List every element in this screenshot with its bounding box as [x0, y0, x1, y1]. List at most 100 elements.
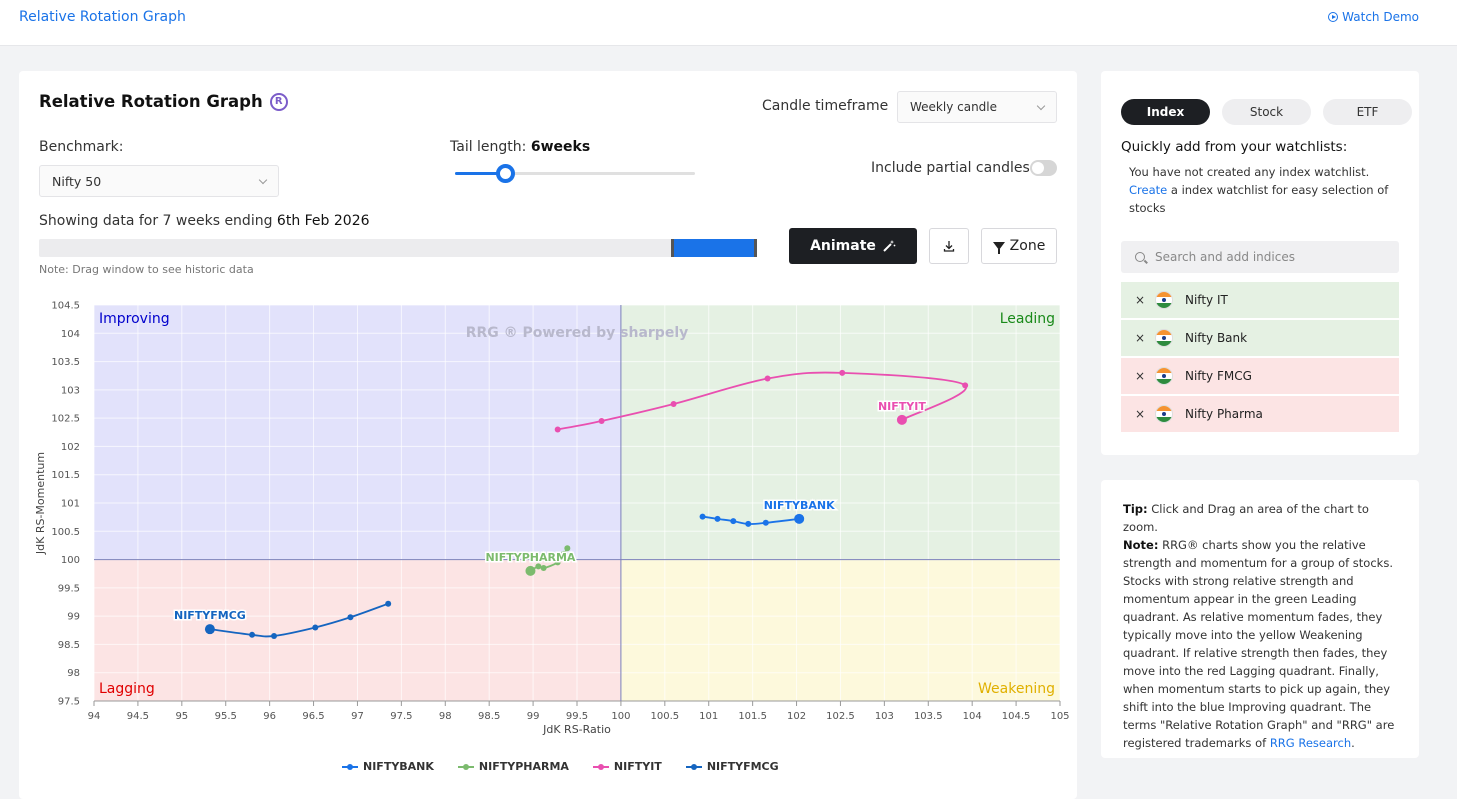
candle-timeframe-select[interactable]: Weekly candle [897, 91, 1057, 123]
search-indices-input[interactable]: Search and add indices [1121, 241, 1399, 273]
benchmark-label: Benchmark: [39, 139, 124, 155]
tail-length-slider[interactable] [455, 164, 695, 183]
legend-item-niftyfmcg[interactable]: NIFTYFMCG [685, 760, 779, 773]
series-label-niftyfmcg: NIFTYFMCG [174, 609, 246, 622]
partial-candles-toggle[interactable] [1030, 160, 1057, 176]
data-point-niftyit [896, 414, 907, 425]
legend-item-niftypharma[interactable]: NIFTYPHARMA [457, 760, 569, 773]
data-point-niftybank [762, 519, 769, 526]
x-tick-label: 102 [787, 711, 806, 722]
quick-note-rest: a index watchlist for easy selection of … [1129, 183, 1389, 215]
series-line-niftyfmcg [209, 602, 389, 638]
y-tick-label: 99.5 [58, 583, 80, 594]
legend-item-niftyit[interactable]: NIFTYIT [592, 760, 662, 773]
y-tick-label: 104 [61, 329, 80, 340]
tip-text: Click and Drag an area of the chart to z… [1123, 502, 1369, 534]
create-watchlist-link[interactable]: Create [1129, 183, 1168, 197]
remove-icon[interactable]: × [1135, 407, 1146, 421]
showing-date: 6th Feb 2026 [276, 213, 370, 229]
y-tick-label: 101.5 [51, 470, 80, 481]
india-flag-icon [1155, 405, 1173, 423]
x-tick-label: 100.5 [650, 711, 679, 722]
data-point-niftyfmcg [271, 632, 278, 639]
india-flag-icon [1155, 367, 1173, 385]
data-point-niftypharma [564, 545, 571, 552]
showing-data-text: Showing data for 7 weeks ending 6th Feb … [39, 213, 370, 229]
data-point-niftypharma [535, 563, 542, 570]
animate-label: Animate [810, 238, 876, 254]
y-tick-label: 102 [61, 442, 80, 453]
x-tick-label: 97.5 [390, 711, 412, 722]
tab-etf[interactable]: ETF [1323, 99, 1412, 125]
selected-indices-list: × Nifty IT × Nifty Bank × Nifty FMCG × Nifty Ph… [1121, 282, 1399, 434]
y-tick-label: 104.5 [51, 301, 80, 312]
chart-legend: NIFTYBANK NIFTYPHARMA NIFTYIT NIFTYFMCG [342, 760, 779, 773]
animate-button[interactable]: Animate [789, 228, 917, 264]
note-paragraph: Note: RRG® charts show you the relative … [1123, 536, 1397, 752]
tab-stock[interactable]: Stock [1222, 99, 1311, 125]
watch-demo-link[interactable]: Watch Demo [1328, 10, 1419, 24]
chevron-down-icon [1036, 101, 1046, 111]
slider-thumb[interactable] [496, 164, 515, 183]
y-tick-label: 103 [61, 385, 80, 396]
data-point-niftyfmcg [385, 600, 392, 607]
tip-label: Tip: [1123, 502, 1148, 516]
x-tick-label: 101 [699, 711, 718, 722]
x-tick-label: 94 [88, 711, 101, 722]
x-tick-label: 95.5 [215, 711, 237, 722]
legend-label: NIFTYPHARMA [478, 760, 569, 773]
slider-fill [455, 172, 505, 175]
benchmark-select[interactable]: Nifty 50 [39, 165, 279, 197]
tail-length-label: Tail length: 6weeks [450, 139, 590, 155]
note-label: Note: [1123, 538, 1159, 552]
watchlist-item-name: Nifty IT [1185, 293, 1228, 307]
data-point-niftyfmcg [312, 624, 319, 631]
y-tick-label: 98.5 [58, 640, 80, 651]
date-range-window[interactable] [670, 239, 757, 257]
data-point-niftyfmcg [249, 631, 256, 638]
remove-icon[interactable]: × [1135, 331, 1146, 345]
y-tick-label: 98 [67, 668, 80, 679]
remove-icon[interactable]: × [1135, 369, 1146, 383]
remove-icon[interactable]: × [1135, 293, 1146, 307]
data-point-niftyit [598, 417, 605, 424]
note-end: . [1351, 736, 1355, 750]
app-title[interactable]: Relative Rotation Graph [19, 9, 186, 25]
x-tick-label: 104 [963, 711, 982, 722]
x-tick-label: 98.5 [478, 711, 500, 722]
legend-swatch [457, 763, 474, 770]
weakening-label: Weakening [978, 681, 1055, 697]
data-point-niftybank [730, 518, 737, 525]
y-tick-label: 99 [67, 612, 80, 623]
zone-label: Zone [1009, 238, 1046, 254]
filter-icon [992, 242, 1005, 254]
top-bar: Relative Rotation Graph Watch Demo [0, 0, 1457, 46]
y-axis-label: JdK RS-Momentum [34, 452, 47, 555]
data-point-niftyit [962, 382, 969, 389]
quick-add-title: Quickly add from your watchlists: [1121, 139, 1348, 155]
date-range-bar[interactable] [39, 239, 757, 257]
rrg-research-link[interactable]: RRG Research [1269, 736, 1352, 750]
tab-index[interactable]: Index [1121, 99, 1210, 125]
x-tick-label: 100 [611, 711, 630, 722]
candle-timeframe-value: Weekly candle [910, 100, 998, 114]
watchlist-item-name: Nifty FMCG [1185, 369, 1252, 383]
watchlist-item: × Nifty IT [1121, 282, 1399, 318]
candle-timeframe-label: Candle timeframe [762, 98, 889, 114]
legend-label: NIFTYBANK [363, 760, 434, 773]
download-button[interactable] [929, 228, 969, 264]
legend-label: NIFTYIT [613, 760, 662, 773]
rrg-chart[interactable]: 94 94.5 95 95.5 96 96.5 97 97.5 98 98.5 99 99.5 100 1… [19, 296, 1077, 746]
x-tick-label: 98 [439, 711, 452, 722]
zone-button[interactable]: Zone [981, 228, 1057, 264]
legend-item-niftybank[interactable]: NIFTYBANK [342, 760, 434, 773]
download-icon [943, 241, 955, 252]
x-tick-label: 105 [1050, 711, 1069, 722]
quick-note-line1: You have not created any index watchlist… [1129, 165, 1370, 179]
type-tabs: Index Stock ETF [1121, 99, 1412, 125]
x-tick-label: 99 [527, 711, 540, 722]
watchlist-item: × Nifty Bank [1121, 320, 1399, 356]
chevron-down-icon [258, 175, 268, 185]
play-circle-icon [1328, 12, 1339, 22]
x-tick-label: 95 [175, 711, 188, 722]
